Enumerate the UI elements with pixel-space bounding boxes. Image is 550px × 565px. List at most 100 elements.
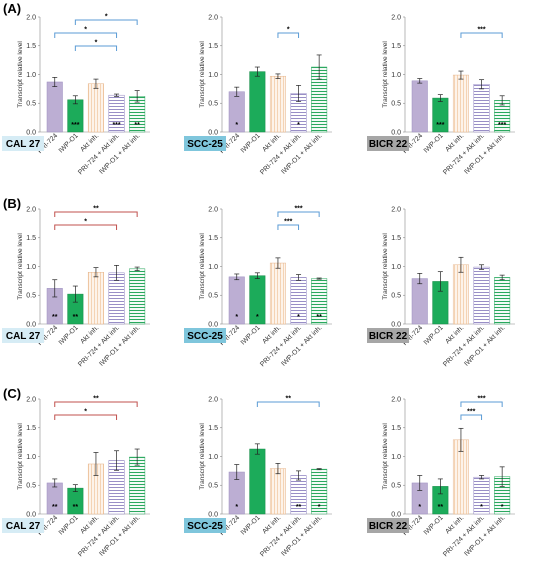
y-tick-label: 1.5 <box>208 425 218 432</box>
y-tick-label: 0.0 <box>208 321 218 328</box>
y-tick-label: 0.5 <box>26 483 36 490</box>
category-label: IWP-O1 <box>58 132 80 154</box>
y-axis-label: Transcript relative level <box>382 233 389 300</box>
chart-panel: 0.0 0.5 1.0 1.5 2.0 Transcript relative level… <box>2 396 150 558</box>
chart-panel: 0.0 0.5 1.0 1.5 2.0 Transcript relative level… <box>367 14 515 176</box>
significance-bracket <box>460 32 503 38</box>
y-tick-label: 0.5 <box>391 483 401 490</box>
y-tick-label: 1.5 <box>26 235 36 242</box>
y-tick-label: 2.0 <box>391 396 401 403</box>
bar-significance: ** <box>52 314 58 321</box>
chart-panel: 0.0 0.5 1.0 1.5 2.0 Transcript relative level… <box>184 396 332 558</box>
y-tick-label: 1.0 <box>208 72 218 79</box>
bracket-significance: * <box>95 40 98 47</box>
y-axis-label: Transcript relative level <box>17 423 24 490</box>
y-axis-label: Transcript relative level <box>382 41 389 108</box>
bracket-significance: * <box>84 27 87 34</box>
chart-panel: 0.0 0.5 1.0 1.5 2.0 Transcript relative level… <box>367 396 515 558</box>
cell-line-label: CAL 27 <box>6 521 41 532</box>
cell-line-badge <box>367 136 409 151</box>
bar <box>87 272 104 325</box>
y-tick-label: 0.5 <box>391 293 401 300</box>
y-axis-label: Transcript relative level <box>199 233 206 300</box>
bar-significance: * <box>235 122 238 129</box>
y-axis-label: Transcript relative level <box>17 41 24 108</box>
bar <box>452 264 469 325</box>
bar <box>473 266 490 325</box>
y-tick-label: 1.5 <box>391 43 401 50</box>
bar-significance: ** <box>73 504 79 511</box>
cell-line-badge <box>2 136 44 151</box>
y-tick-label: 2.0 <box>26 14 36 21</box>
category-label: IWP-O1 + Akt inh. <box>463 514 506 557</box>
y-tick-label: 1.5 <box>26 425 36 432</box>
category-label: IWP-O1 + Akt inh. <box>280 324 323 367</box>
chart-panel: 0.0 0.5 1.0 1.5 2.0 Transcript relative level… <box>367 206 515 368</box>
y-tick-label: 0.0 <box>391 129 401 136</box>
cell-line-label: BICR 22 <box>369 521 408 532</box>
cell-line-badge <box>367 328 409 343</box>
y-tick-label: 1.5 <box>391 235 401 242</box>
y-tick-label: 1.0 <box>208 264 218 271</box>
significance-bracket <box>74 19 138 25</box>
bar <box>473 84 490 133</box>
chart-panel: 0.0 0.5 1.0 1.5 2.0 Transcript relative level… <box>2 14 150 176</box>
bracket-significance: ** <box>93 396 99 403</box>
bracket-significance: ** <box>93 206 99 213</box>
bar <box>411 278 428 325</box>
y-tick-label: 1.0 <box>26 454 36 461</box>
bracket-significance: * <box>287 27 290 34</box>
category-label: IWP-O1 <box>423 324 445 346</box>
y-tick-label: 0.5 <box>208 293 218 300</box>
category-label: IWP-O1 <box>58 514 80 536</box>
y-tick-label: 0.0 <box>391 511 401 518</box>
y-tick-label: 1.5 <box>26 43 36 50</box>
bar-significance: * <box>501 504 504 511</box>
bracket-significance: *** <box>477 396 485 403</box>
significance-bracket <box>277 224 300 230</box>
bar <box>249 448 266 515</box>
bar <box>269 75 286 133</box>
bracket-significance: * <box>84 219 87 226</box>
category-label: IWP-O1 <box>240 324 262 346</box>
y-tick-label: 2.0 <box>26 396 36 403</box>
cell-line-badge <box>367 518 409 533</box>
cell-line-label: CAL 27 <box>6 139 41 150</box>
category-label: IWP-O1 <box>240 514 262 536</box>
bar <box>129 268 146 325</box>
significance-bracket <box>54 401 138 407</box>
category-label: IWP-O1 + Akt inh. <box>280 514 323 557</box>
bar-significance: ** <box>438 504 444 511</box>
cell-line-badge <box>184 518 226 533</box>
y-tick-label: 1.0 <box>26 264 36 271</box>
significance-bracket <box>54 224 118 230</box>
y-tick-label: 0.5 <box>208 101 218 108</box>
bar-significance: ** <box>52 504 58 511</box>
y-tick-label: 0.0 <box>391 321 401 328</box>
y-tick-label: 0.5 <box>26 293 36 300</box>
category-label: IWP-O1 + Akt inh. <box>98 324 141 367</box>
chart-panel: 0.0 0.5 1.0 1.5 2.0 Transcript relative level… <box>184 206 332 368</box>
cell-line-label: SCC-25 <box>187 331 223 342</box>
significance-bracket <box>54 414 118 420</box>
cell-line-badge <box>184 328 226 343</box>
y-tick-label: 1.5 <box>208 43 218 50</box>
y-tick-label: 2.0 <box>26 206 36 213</box>
cell-line-badge <box>2 518 44 533</box>
bar-significance: * <box>297 314 300 321</box>
y-tick-label: 0.0 <box>26 129 36 136</box>
category-label: IWP-O1 <box>240 132 262 154</box>
significance-bracket <box>277 32 300 38</box>
y-tick-label: 1.5 <box>208 235 218 242</box>
significance-bracket <box>460 414 483 420</box>
bar-significance: *** <box>112 122 120 129</box>
bar-significance: ** <box>296 504 302 511</box>
bar-significance: *** <box>436 122 444 129</box>
y-tick-label: 0.0 <box>208 511 218 518</box>
category-label: IWP-O1 + Akt inh. <box>280 132 323 175</box>
y-tick-label: 1.0 <box>208 454 218 461</box>
bar-significance: * <box>418 504 421 511</box>
y-tick-label: 0.5 <box>391 101 401 108</box>
chart-panel: 0.0 0.5 1.0 1.5 2.0 Transcript relative level… <box>2 206 150 368</box>
cell-line-label: BICR 22 <box>369 331 408 342</box>
